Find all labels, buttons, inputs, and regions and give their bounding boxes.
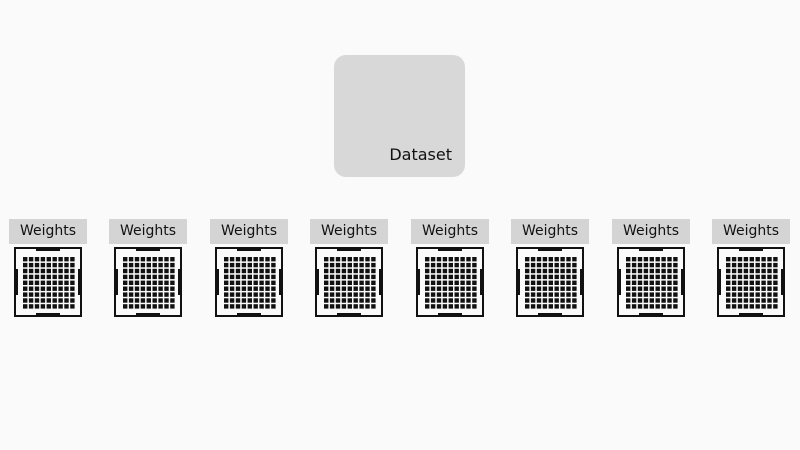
gpu-chip xyxy=(516,247,584,321)
gpu-chip-icon xyxy=(215,247,283,317)
gpu-chip-icon xyxy=(416,247,484,317)
gpu-chip-icon xyxy=(617,247,685,317)
weights-label: Weights xyxy=(9,219,87,244)
weights-label: Weights xyxy=(712,219,790,244)
gpu-chip-icon xyxy=(516,247,584,317)
gpu-chip xyxy=(717,247,785,321)
weights-label: Weights xyxy=(310,219,388,244)
weights-label: Weights xyxy=(411,219,489,244)
gpu-chip xyxy=(14,247,82,321)
weights-label: Weights xyxy=(109,219,187,244)
worker-node: Weights xyxy=(712,219,790,319)
weights-label: Weights xyxy=(511,219,589,244)
worker-node: Weights xyxy=(511,219,589,319)
gpu-chip xyxy=(416,247,484,321)
weights-label: Weights xyxy=(612,219,690,244)
worker-node: Weights xyxy=(210,219,288,319)
worker-node: Weights xyxy=(310,219,388,319)
dataset-label: Dataset xyxy=(389,145,452,164)
weights-label: Weights xyxy=(210,219,288,244)
gpu-chip xyxy=(114,247,182,321)
gpu-chip xyxy=(315,247,383,321)
gpu-chip xyxy=(617,247,685,321)
worker-node: Weights xyxy=(612,219,690,319)
worker-node: Weights xyxy=(9,219,87,319)
gpu-chip-icon xyxy=(14,247,82,317)
gpu-chip-icon xyxy=(717,247,785,317)
gpu-chip xyxy=(215,247,283,321)
worker-node: Weights xyxy=(109,219,187,319)
gpu-chip-icon xyxy=(315,247,383,317)
dataset-node: Dataset xyxy=(334,55,465,177)
gpu-chip-icon xyxy=(114,247,182,317)
worker-node: Weights xyxy=(411,219,489,319)
